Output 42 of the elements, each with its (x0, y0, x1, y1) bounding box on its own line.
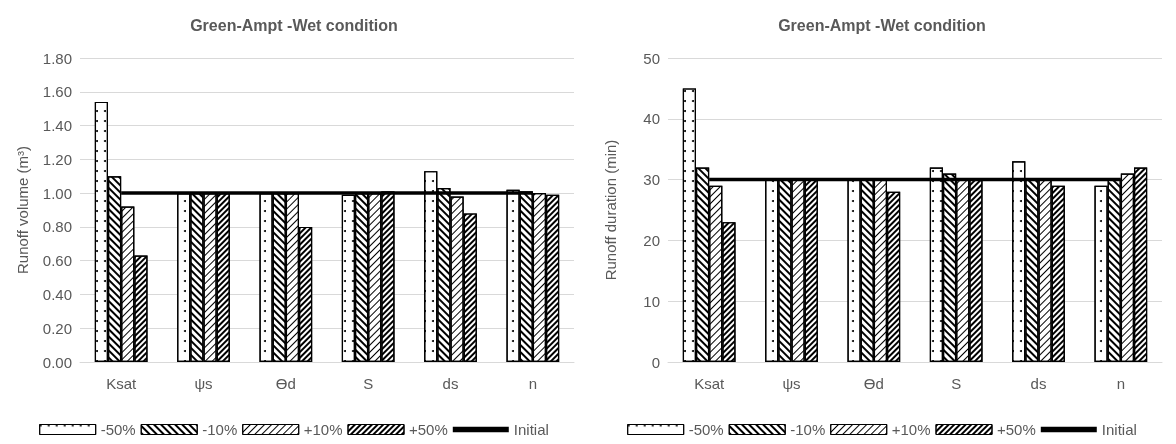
y-tick-label: 0.40 (42, 285, 72, 303)
y-tick-label: 0 (651, 353, 660, 371)
y-tick-label: 1.20 (42, 150, 72, 168)
x-tick-label: S (363, 375, 374, 392)
legend-label: +50% (409, 421, 448, 438)
chart-title: Green-Ampt -Wet condition (190, 16, 398, 34)
y-tick-label: 0.20 (42, 319, 72, 337)
legend-label: +10% (891, 421, 931, 438)
x-tick-label: Ksat (694, 375, 726, 392)
y-tick-label: 1.60 (42, 83, 72, 101)
x-tick-label: Ksat (106, 375, 138, 392)
y-axis-title: Runoff duration (min) (602, 139, 619, 281)
legend-label: -50% (100, 421, 136, 438)
x-tick-label: S (951, 375, 962, 392)
legend-label: +10% (303, 421, 343, 438)
y-tick-label: 0.60 (42, 252, 72, 270)
y-tick-label: 20 (643, 231, 660, 249)
x-tick-label: ds (1030, 375, 1047, 392)
x-tick-label: ψs (194, 375, 213, 392)
legend-label: Initial (1101, 421, 1137, 438)
x-tick-label: Ɵd (863, 375, 884, 392)
y-tick-label: 1.80 (42, 49, 72, 67)
legend-label: -10% (202, 421, 238, 438)
legend-label: -50% (688, 421, 724, 438)
x-tick-label: n (528, 375, 538, 392)
chart-title: Green-Ampt -Wet condition (778, 16, 986, 34)
y-axis-title: Runoff volume (m³) (14, 145, 31, 275)
x-tick-label: ds (442, 375, 459, 392)
x-tick-label: ψs (782, 375, 801, 392)
y-tick-label: 0.00 (42, 353, 72, 371)
y-tick-label: 50 (643, 49, 660, 67)
y-tick-label: 40 (643, 110, 660, 128)
y-tick-label: 0.80 (42, 218, 72, 236)
y-tick-label: 10 (643, 292, 660, 310)
y-tick-label: 1.00 (42, 184, 72, 202)
x-tick-label: Ɵd (275, 375, 296, 392)
x-tick-label: n (1116, 375, 1126, 392)
y-tick-label: 30 (643, 171, 660, 189)
legend-label: +50% (997, 421, 1036, 438)
legend-label: -10% (790, 421, 826, 438)
legend-label: Initial (513, 421, 549, 438)
y-tick-label: 1.40 (42, 117, 72, 135)
